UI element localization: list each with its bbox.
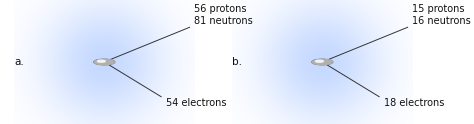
Circle shape — [97, 60, 105, 62]
Text: 56 protons
81 neutrons: 56 protons 81 neutrons — [194, 4, 253, 26]
Circle shape — [312, 59, 333, 65]
Circle shape — [315, 60, 323, 62]
Circle shape — [312, 59, 332, 65]
Text: 54 electrons: 54 electrons — [166, 98, 227, 108]
Circle shape — [94, 59, 115, 65]
Text: 18 electrons: 18 electrons — [384, 98, 444, 108]
Text: a.: a. — [14, 57, 24, 67]
Text: b.: b. — [232, 57, 242, 67]
Circle shape — [94, 59, 114, 65]
Text: 15 protons
16 neutrons: 15 protons 16 neutrons — [412, 4, 471, 26]
